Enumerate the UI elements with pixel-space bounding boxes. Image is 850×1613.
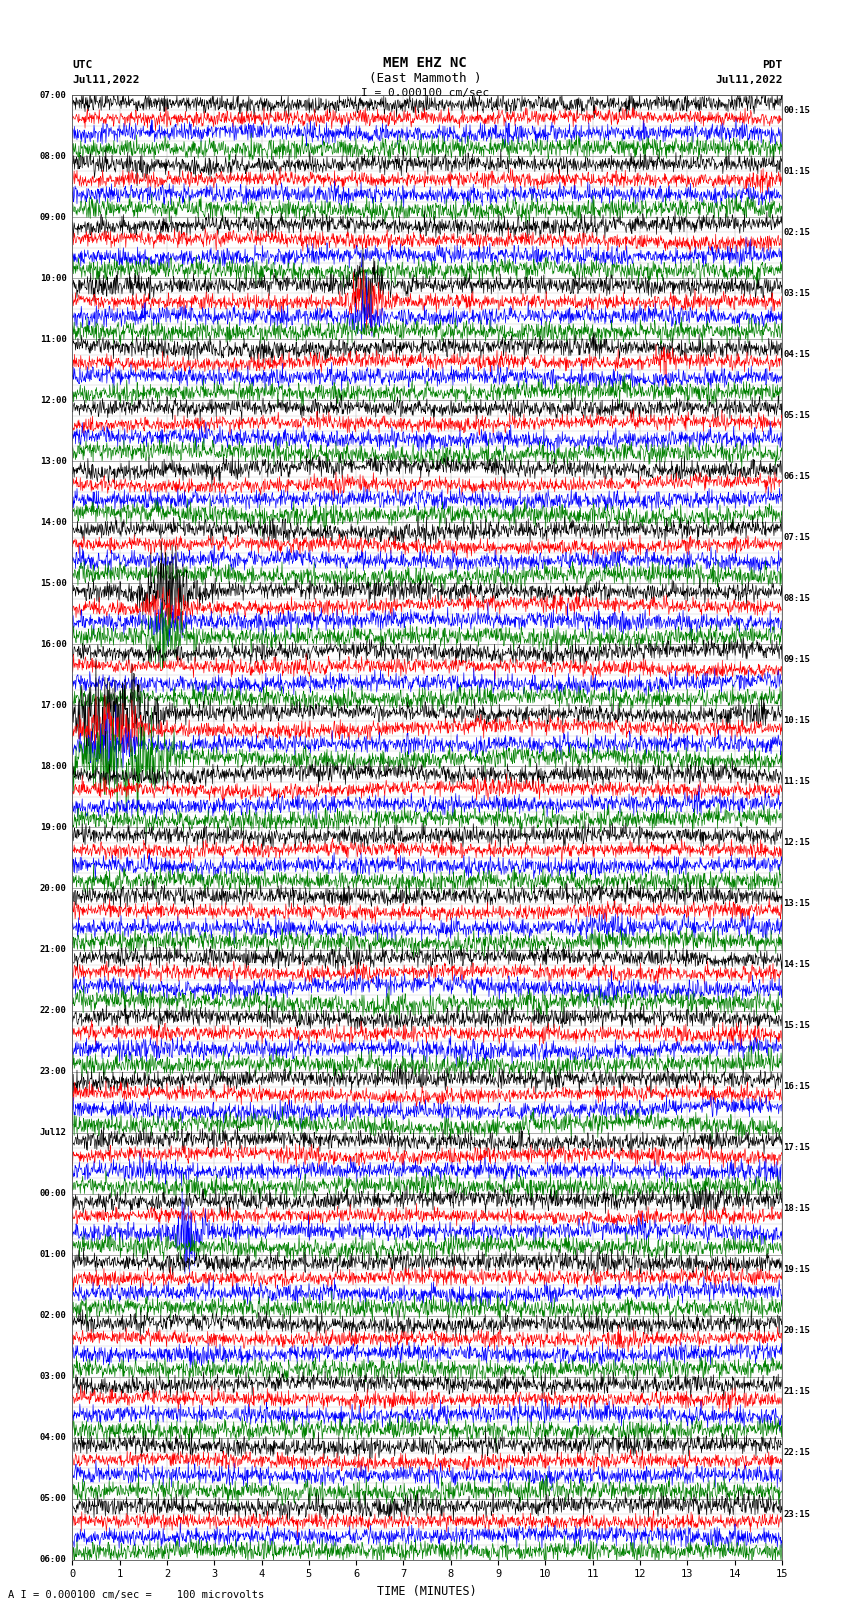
Text: 08:00: 08:00 bbox=[40, 152, 66, 161]
Text: 11:15: 11:15 bbox=[784, 777, 810, 786]
Text: 15:15: 15:15 bbox=[784, 1021, 810, 1031]
Text: 10:15: 10:15 bbox=[784, 716, 810, 726]
Text: 11:00: 11:00 bbox=[40, 336, 66, 344]
Text: 16:15: 16:15 bbox=[784, 1082, 810, 1092]
Text: Jul11,2022: Jul11,2022 bbox=[716, 74, 783, 84]
Text: 05:00: 05:00 bbox=[40, 1494, 66, 1503]
Text: 06:15: 06:15 bbox=[784, 473, 810, 481]
Text: 03:00: 03:00 bbox=[40, 1373, 66, 1381]
Text: 09:15: 09:15 bbox=[784, 655, 810, 665]
Text: 02:15: 02:15 bbox=[784, 227, 810, 237]
Text: 15:00: 15:00 bbox=[40, 579, 66, 587]
Text: 17:15: 17:15 bbox=[784, 1144, 810, 1152]
Text: 14:15: 14:15 bbox=[784, 960, 810, 969]
Text: 18:15: 18:15 bbox=[784, 1205, 810, 1213]
Text: 14:00: 14:00 bbox=[40, 518, 66, 527]
Text: 23:00: 23:00 bbox=[40, 1068, 66, 1076]
Text: 09:00: 09:00 bbox=[40, 213, 66, 221]
Text: 21:15: 21:15 bbox=[784, 1387, 810, 1397]
Text: MEM EHZ NC: MEM EHZ NC bbox=[383, 56, 467, 71]
Text: 01:15: 01:15 bbox=[784, 168, 810, 176]
Text: 18:00: 18:00 bbox=[40, 761, 66, 771]
Text: (East Mammoth ): (East Mammoth ) bbox=[369, 71, 481, 84]
X-axis label: TIME (MINUTES): TIME (MINUTES) bbox=[377, 1586, 477, 1598]
Text: 13:15: 13:15 bbox=[784, 900, 810, 908]
Text: 19:00: 19:00 bbox=[40, 823, 66, 832]
Text: UTC: UTC bbox=[72, 60, 93, 71]
Text: PDT: PDT bbox=[762, 60, 783, 71]
Text: Jul11,2022: Jul11,2022 bbox=[72, 74, 139, 84]
Text: A I = 0.000100 cm/sec =    100 microvolts: A I = 0.000100 cm/sec = 100 microvolts bbox=[8, 1590, 264, 1600]
Text: 07:15: 07:15 bbox=[784, 534, 810, 542]
Text: 20:15: 20:15 bbox=[784, 1326, 810, 1336]
Text: Jul12: Jul12 bbox=[40, 1127, 66, 1137]
Text: 02:00: 02:00 bbox=[40, 1311, 66, 1319]
Text: 16:00: 16:00 bbox=[40, 640, 66, 648]
Text: 01:00: 01:00 bbox=[40, 1250, 66, 1260]
Text: 12:15: 12:15 bbox=[784, 839, 810, 847]
Text: 00:00: 00:00 bbox=[40, 1189, 66, 1198]
Text: 03:15: 03:15 bbox=[784, 289, 810, 298]
Text: 13:00: 13:00 bbox=[40, 456, 66, 466]
Text: 00:15: 00:15 bbox=[784, 106, 810, 115]
Text: 10:00: 10:00 bbox=[40, 274, 66, 282]
Text: 20:00: 20:00 bbox=[40, 884, 66, 894]
Text: 05:15: 05:15 bbox=[784, 411, 810, 419]
Text: 19:15: 19:15 bbox=[784, 1266, 810, 1274]
Text: 17:00: 17:00 bbox=[40, 702, 66, 710]
Text: 21:00: 21:00 bbox=[40, 945, 66, 953]
Text: 08:15: 08:15 bbox=[784, 594, 810, 603]
Text: 04:00: 04:00 bbox=[40, 1434, 66, 1442]
Text: 23:15: 23:15 bbox=[784, 1510, 810, 1518]
Text: 06:00: 06:00 bbox=[40, 1555, 66, 1565]
Text: 22:15: 22:15 bbox=[784, 1448, 810, 1458]
Text: 07:00: 07:00 bbox=[40, 90, 66, 100]
Text: 04:15: 04:15 bbox=[784, 350, 810, 360]
Text: 12:00: 12:00 bbox=[40, 395, 66, 405]
Text: I = 0.000100 cm/sec: I = 0.000100 cm/sec bbox=[361, 87, 489, 97]
Text: 22:00: 22:00 bbox=[40, 1007, 66, 1015]
